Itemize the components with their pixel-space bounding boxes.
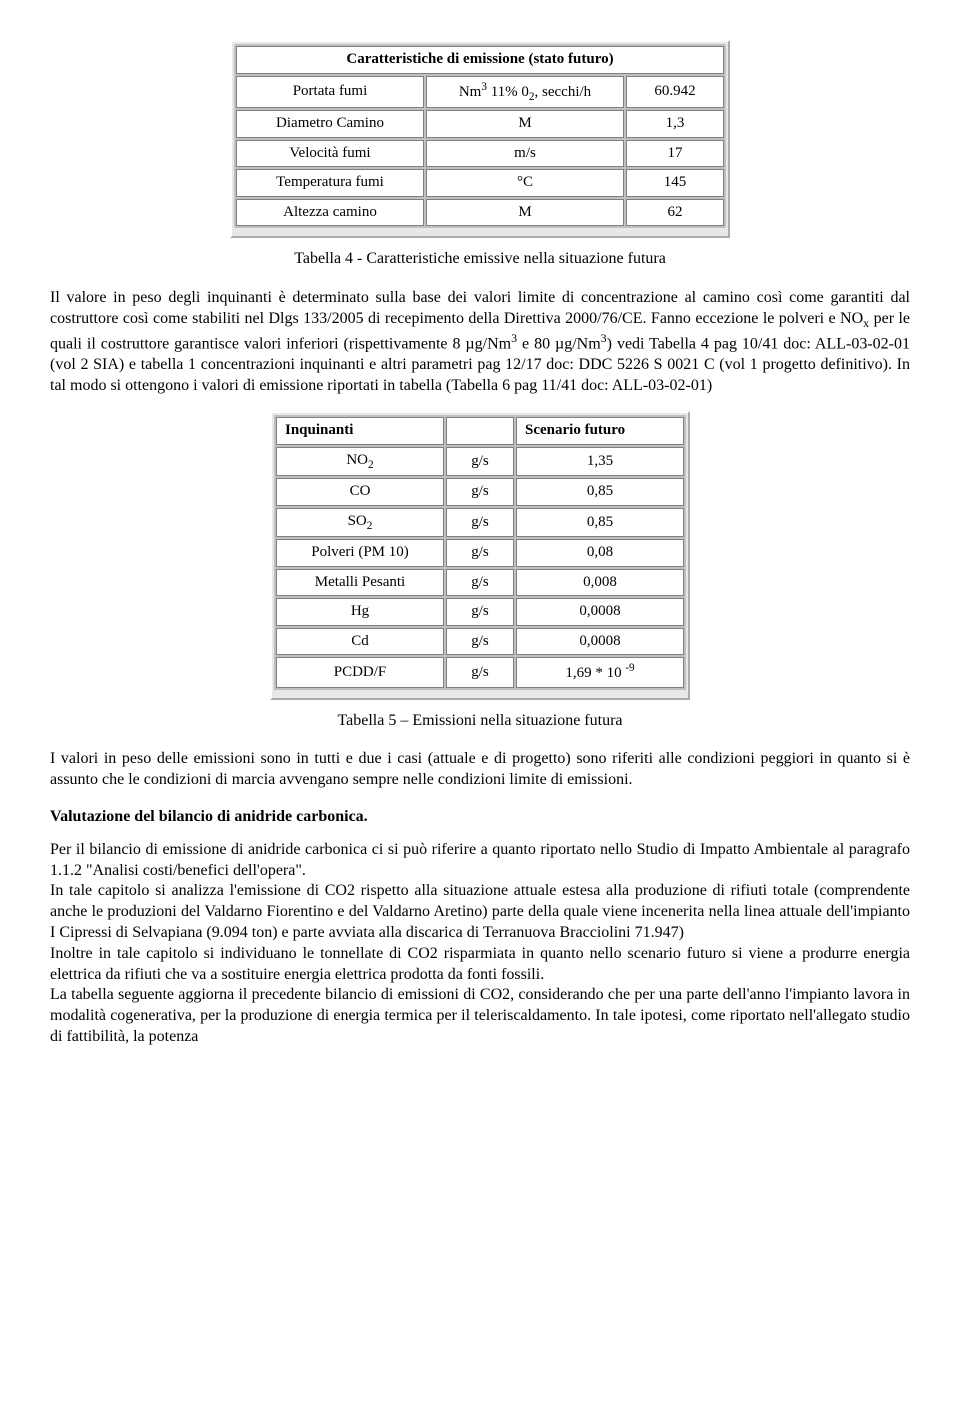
table-row: Velocità fumim/s17 [236,140,724,168]
table1-label: Temperatura fumi [236,169,424,197]
table2-label: Cd [276,628,444,656]
table-row: NO2g/s1,35 [276,447,684,477]
table-row: Diametro CaminoM1,3 [236,110,724,138]
table1-value: 60.942 [626,76,724,109]
paragraph-1: Il valore in peso degli inquinanti è det… [50,288,910,397]
emission-characteristics-table: Caratteristiche di emissione (stato futu… [234,44,726,228]
table1-caption: Tabella 4 - Caratteristiche emissive nel… [50,249,910,270]
table2-value: 1,35 [516,447,684,477]
table2-caption: Tabella 5 – Emissioni nella situazione f… [50,711,910,732]
table-row: Hgg/s0,0008 [276,598,684,626]
table2-value: 0,08 [516,539,684,567]
table2-value: 1,69 * 10 -9 [516,657,684,688]
table1-value: 1,3 [626,110,724,138]
table2-value: 0,008 [516,569,684,597]
table-row: Altezza caminoM62 [236,199,724,227]
table2-label: SO2 [276,508,444,538]
table-row: SO2g/s0,85 [276,508,684,538]
table2-value: 0,0008 [516,598,684,626]
table-row: Metalli Pesantig/s0,008 [276,569,684,597]
table-row: Portata fumiNm3 11% 02, secchi/h60.942 [236,76,724,109]
table-row: COg/s0,85 [276,478,684,506]
pollutants-table: Inquinanti Scenario futuro NO2g/s1,35COg… [274,415,686,690]
table2-wrap: Inquinanti Scenario futuro NO2g/s1,35COg… [50,411,910,707]
table1-value: 145 [626,169,724,197]
table1-title: Caratteristiche di emissione (stato futu… [236,46,724,74]
table-row: Cdg/s0,0008 [276,628,684,656]
paragraph-3: Per il bilancio di emissione di anidride… [50,840,910,882]
table2-label: PCDD/F [276,657,444,688]
table2-unit: g/s [446,508,514,538]
table2-unit: g/s [446,478,514,506]
table2-value: 0,85 [516,508,684,538]
table2-unit: g/s [446,598,514,626]
table1-unit: °C [426,169,624,197]
table2-header-col1: Inquinanti [276,417,444,445]
table2-unit: g/s [446,628,514,656]
table-row: Temperatura fumi°C145 [236,169,724,197]
paragraph-2: I valori in peso delle emissioni sono in… [50,749,910,791]
table2-outer: Inquinanti Scenario futuro NO2g/s1,35COg… [270,411,690,700]
table1-label: Altezza camino [236,199,424,227]
table1-unit: m/s [426,140,624,168]
paragraph-4: In tale capitolo si analizza l'emissione… [50,881,910,943]
table1-unit: M [426,110,624,138]
table1-label: Diametro Camino [236,110,424,138]
table1-unit: Nm3 11% 02, secchi/h [426,76,624,109]
table1-label: Velocità fumi [236,140,424,168]
table2-unit: g/s [446,447,514,477]
table2-label: Metalli Pesanti [276,569,444,597]
table2-label: CO [276,478,444,506]
table2-header-col2 [446,417,514,445]
table2-label: Polveri (PM 10) [276,539,444,567]
table2-label: Hg [276,598,444,626]
table2-unit: g/s [446,539,514,567]
section-title-co2: Valutazione del bilancio di anidride car… [50,807,910,828]
table1-value: 17 [626,140,724,168]
table1-wrap: Caratteristiche di emissione (stato futu… [50,40,910,245]
table1-unit: M [426,199,624,227]
table1-title-row: Caratteristiche di emissione (stato futu… [236,46,724,74]
table1-label: Portata fumi [236,76,424,109]
table2-value: 0,85 [516,478,684,506]
table2-header-row: Inquinanti Scenario futuro [276,417,684,445]
table2-value: 0,0008 [516,628,684,656]
table2-unit: g/s [446,657,514,688]
table2-header-col3: Scenario futuro [516,417,684,445]
table-row: Polveri (PM 10)g/s0,08 [276,539,684,567]
table-row: PCDD/Fg/s1,69 * 10 -9 [276,657,684,688]
table2-unit: g/s [446,569,514,597]
paragraph-6: La tabella seguente aggiorna il preceden… [50,985,910,1047]
paragraph-5: Inoltre in tale capitolo si individuano … [50,944,910,986]
table1-outer: Caratteristiche di emissione (stato futu… [230,40,730,238]
table1-value: 62 [626,199,724,227]
table2-label: NO2 [276,447,444,477]
